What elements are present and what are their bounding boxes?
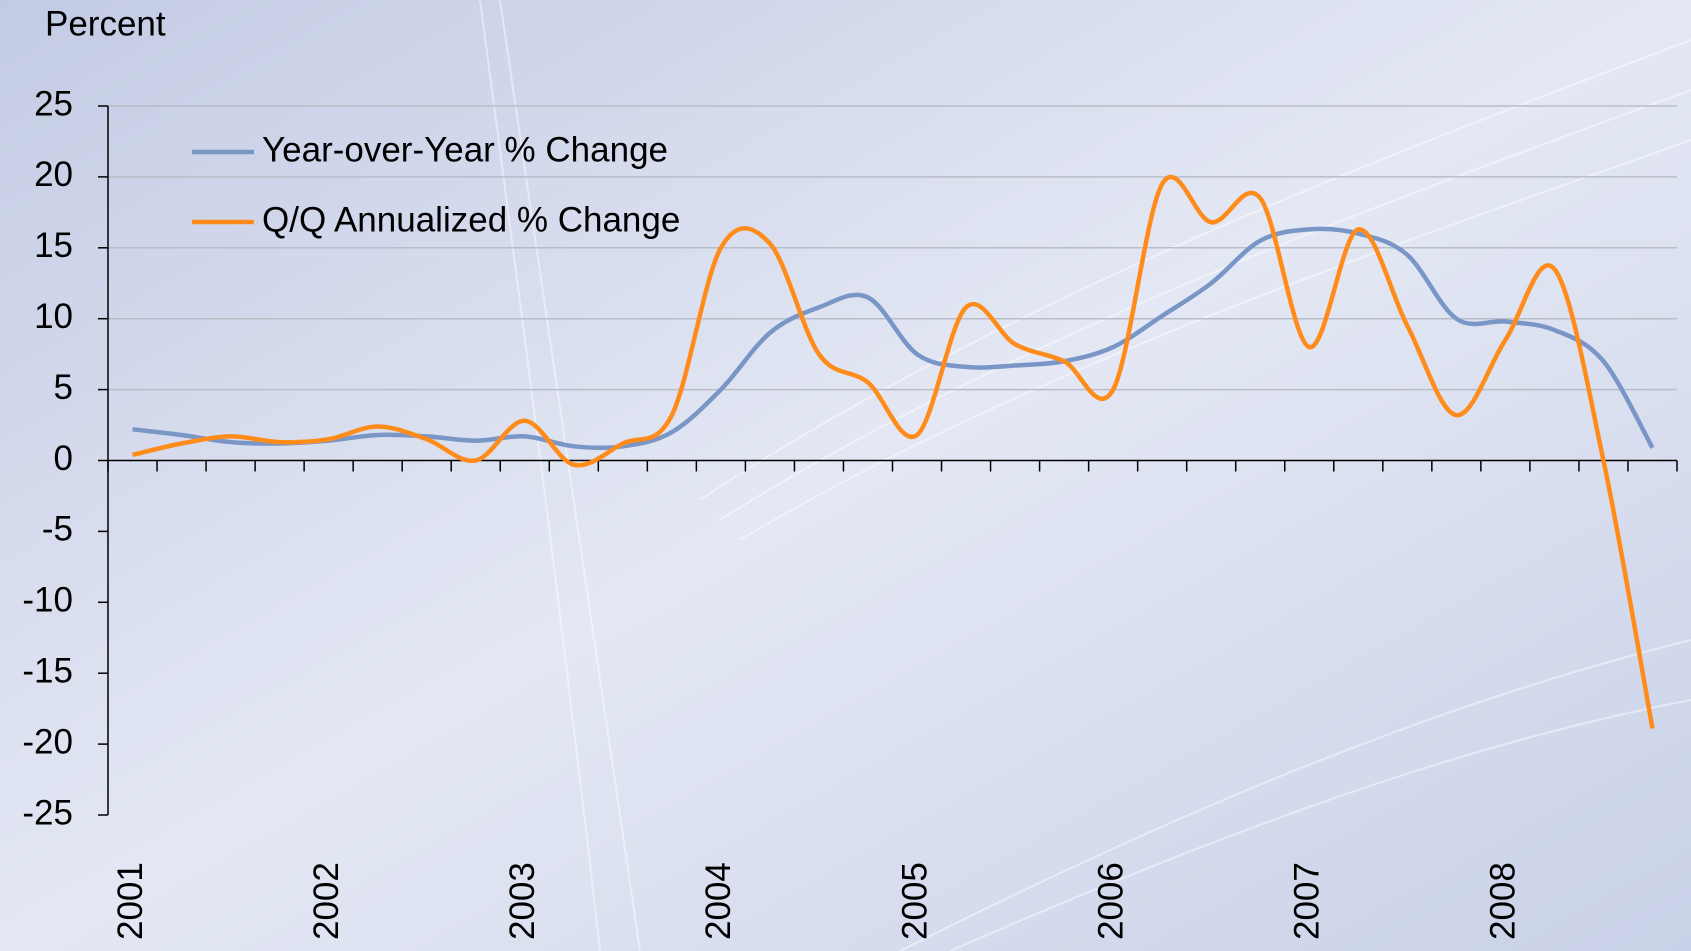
y-tick-label: 5 [54,368,73,407]
x-tick-label: 2007 [1288,862,1327,940]
x-tick-label: 2008 [1484,862,1523,940]
x-tick-label: 2003 [503,862,542,940]
x-tick-label: 2004 [699,862,738,940]
x-tick-label: 2006 [1091,862,1130,940]
y-tick-label: -5 [42,510,73,549]
x-tick-label: 2001 [111,862,150,940]
y-tick-label: -10 [22,581,73,620]
y-tick-label: -15 [22,651,73,690]
series-line [132,226,1655,451]
x-tick-label: 2002 [307,862,346,940]
y-tick-label: 0 [54,439,73,478]
y-tick-label: 15 [34,226,73,265]
series-line [132,174,1655,729]
decoration [479,0,1691,951]
y-tick-label: -25 [22,793,73,832]
y-tick-label: 25 [34,84,73,123]
y-tick-label: 20 [34,155,73,194]
x-tick-label: 2005 [895,862,934,940]
y-tick-label: 10 [34,297,73,336]
y-tick-label: -20 [22,722,73,761]
y-axis-label: Percent [45,4,166,43]
legend-label: Year-over-Year % Change [262,130,668,169]
legend-label: Q/Q Annualized % Change [262,200,680,239]
